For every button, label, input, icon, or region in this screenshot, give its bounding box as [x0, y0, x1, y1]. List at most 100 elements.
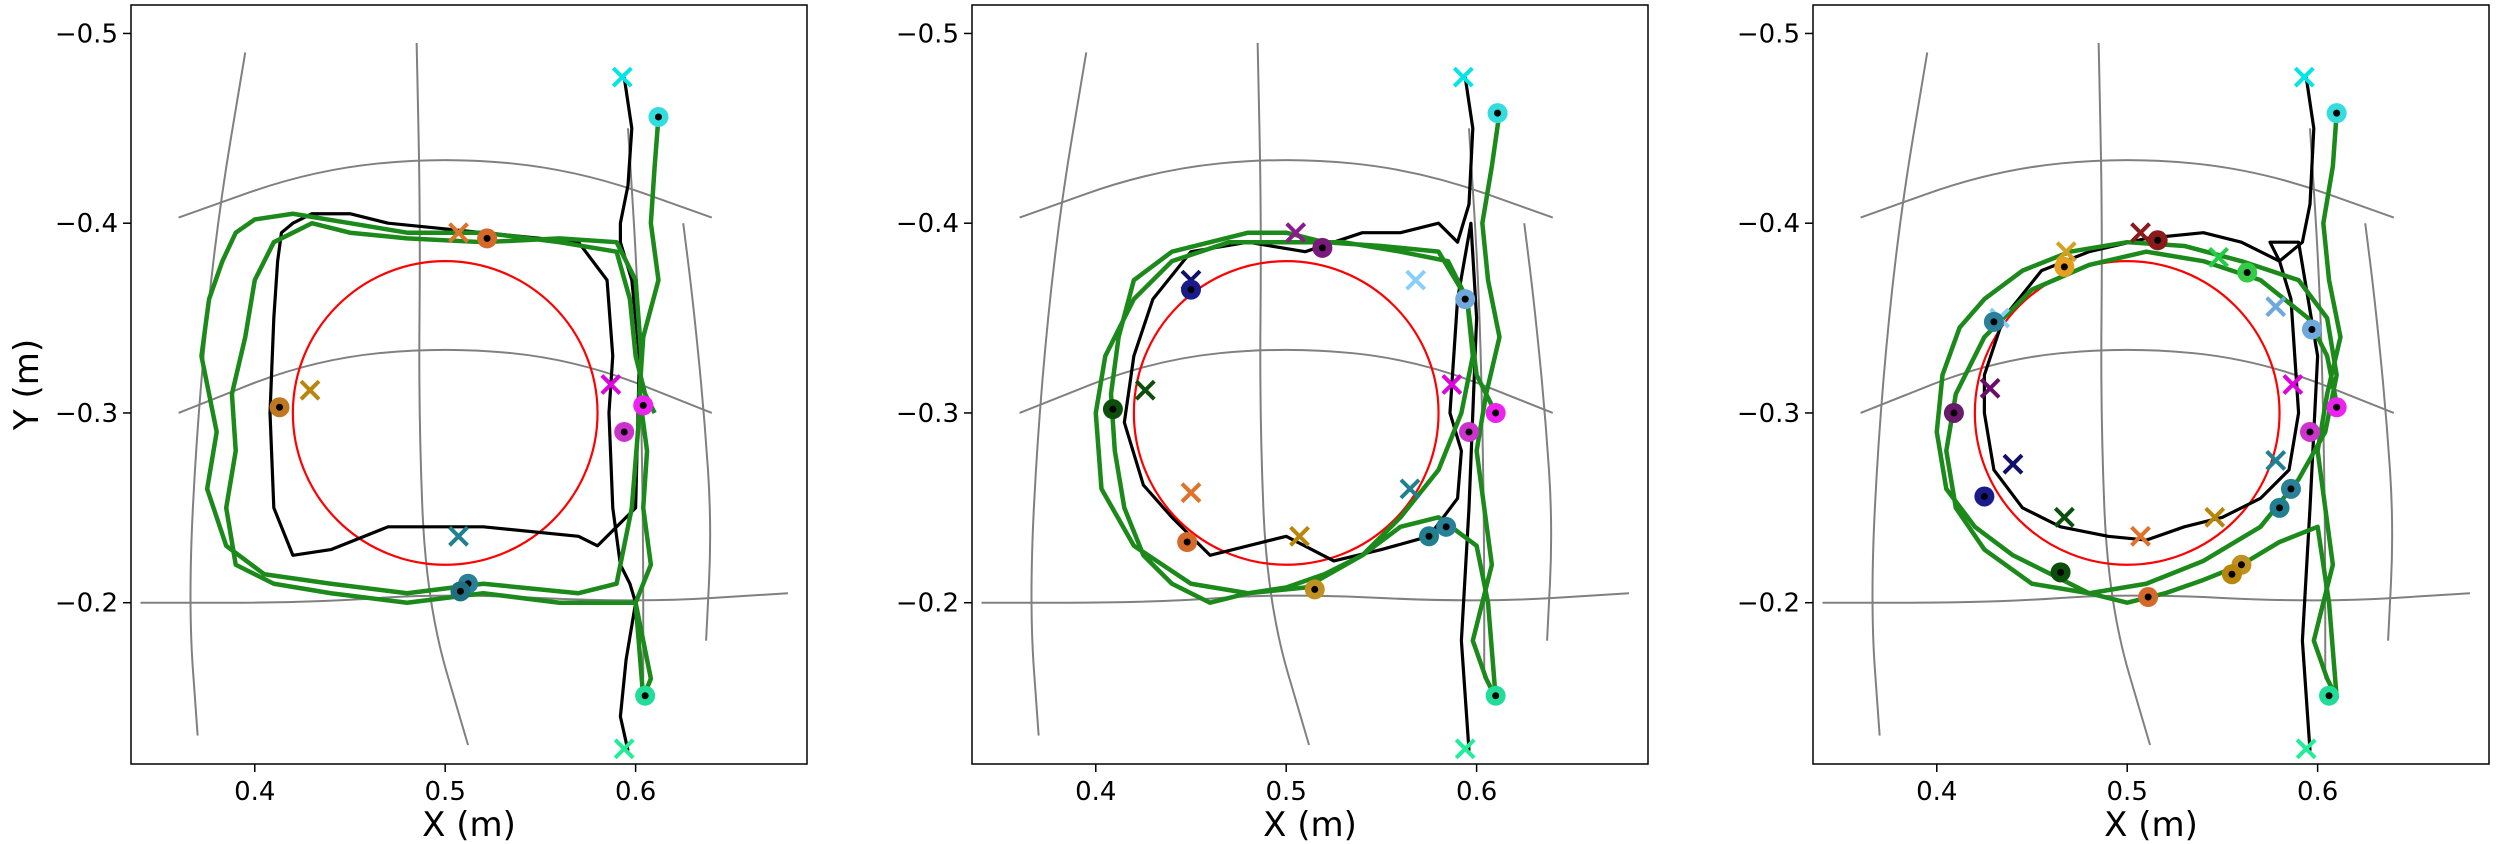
waypoint-dot-marker — [2300, 421, 2321, 442]
waypoint-dot-marker — [2050, 562, 2071, 583]
y-tick-label: −0.2 — [1737, 589, 1800, 619]
waypoint-dot-marker — [1983, 311, 2004, 332]
waypoint-x-marker — [2130, 222, 2151, 244]
workspace-grid-curve — [415, 42, 470, 746]
waypoint-x-marker — [2282, 374, 2304, 395]
workspace-grid-curve — [1019, 159, 1554, 219]
waypoint-dot-marker — [614, 421, 635, 442]
trajectory-green — [1093, 112, 1502, 700]
waypoint-dot-marker — [1455, 289, 1476, 310]
workspace-grid-curve — [2309, 128, 2327, 679]
waypoint-dot-marker — [633, 395, 654, 416]
waypoint-x-marker — [2295, 738, 2317, 760]
workspace-grid-curve — [1871, 52, 1929, 736]
reference-circle — [291, 260, 599, 566]
x-tick-label: 0.5 — [2107, 777, 2148, 807]
waypoint-dot-marker — [2147, 230, 2168, 251]
waypoint-dot-marker — [2301, 319, 2322, 340]
waypoint-x-marker — [2055, 241, 2077, 263]
waypoint-dot-marker — [1312, 237, 1333, 258]
workspace-grid-curve — [178, 159, 713, 219]
waypoint-dot-marker — [2319, 685, 2340, 706]
waypoint-dot-marker — [2326, 397, 2347, 418]
x-tick-label: 0.6 — [2297, 777, 2338, 807]
x-tick-label: 0.4 — [1916, 777, 1957, 807]
workspace-grid-curve — [1822, 592, 2471, 604]
trajectory-green — [199, 116, 661, 700]
waypoint-x-marker — [1180, 482, 1202, 504]
waypoint-dot-marker — [2269, 497, 2290, 518]
y-tick-label: −0.3 — [55, 399, 118, 429]
y-tick-label: −0.2 — [55, 589, 118, 619]
waypoint-x-marker — [2293, 66, 2315, 88]
trajectory-black — [1122, 76, 1479, 751]
waypoint-dot-marker — [1180, 279, 1201, 300]
workspace-grid-curve — [1860, 348, 2395, 414]
workspace-grid-curve — [1256, 42, 1311, 746]
y-tick-label: −0.5 — [55, 19, 118, 49]
waypoint-x-marker — [1979, 377, 2001, 399]
waypoint-dot-marker — [2280, 478, 2301, 499]
panel-3: 0.4 0.5 0.6 −0.5 −0.4 −0.3 −0.2 X (m) — [1737, 4, 2490, 844]
x-tick-label: 0.4 — [1075, 777, 1116, 807]
waypoint-dot-marker — [648, 106, 669, 127]
workspace-grid-curve — [2097, 42, 2152, 746]
x-tick-label: 0.4 — [234, 777, 275, 807]
waypoint-dot-marker — [477, 228, 498, 249]
axes-frame — [130, 4, 808, 765]
trajectory-black — [1982, 76, 2320, 751]
waypoint-x-marker — [1405, 269, 1427, 291]
workspace-grid-curve — [2364, 223, 2394, 641]
workspace-grid-curve — [178, 348, 713, 414]
waypoint-x-marker — [1134, 379, 1156, 401]
workspace-grid-curve — [1019, 348, 1554, 414]
waypoint-x-marker — [2265, 449, 2287, 471]
waypoint-x-marker — [2053, 506, 2075, 528]
waypoint-x-marker — [613, 738, 635, 760]
x-axis-title: X (m) — [2104, 805, 2198, 844]
workspace-grid-curve — [1523, 223, 1553, 641]
waypoint-x-marker — [2208, 246, 2230, 268]
waypoint-dot-marker — [269, 397, 290, 418]
waypoint-dot-marker — [1419, 526, 1440, 547]
waypoint-x-marker — [299, 379, 321, 401]
y-tick-label: −0.5 — [1737, 19, 1800, 49]
waypoint-dot-marker — [2221, 564, 2242, 585]
workspace-grid-curve — [1468, 128, 1486, 679]
waypoint-dot-marker — [1436, 516, 1457, 537]
waypoint-dot-marker — [1485, 685, 1506, 706]
reference-circle — [1132, 260, 1440, 566]
y-tick-label: −0.4 — [55, 209, 118, 239]
x-tick-label: 0.6 — [1456, 777, 1497, 807]
waypoint-dot-marker — [1487, 103, 1508, 124]
workspace-grid-curve — [189, 52, 247, 736]
y-tick-label: −0.3 — [896, 399, 959, 429]
waypoint-x-marker — [1289, 525, 1310, 547]
y-tick-label: −0.5 — [896, 19, 959, 49]
workspace-grid-curve — [140, 592, 789, 604]
waypoint-dot-marker — [1943, 402, 1964, 423]
waypoint-x-marker — [448, 222, 469, 244]
workspace-grid-curve — [682, 223, 712, 641]
waypoint-dot-marker — [1459, 421, 1480, 442]
waypoint-x-marker — [2265, 296, 2287, 318]
waypoint-x-marker — [1441, 374, 1463, 395]
waypoint-x-marker — [1399, 478, 1421, 500]
waypoint-x-marker — [2204, 506, 2226, 528]
workspace-grid-curve — [1860, 159, 2395, 219]
panel-2: 0.4 0.5 0.6 −0.5 −0.4 −0.3 −0.2 X (m) — [896, 4, 1649, 844]
waypoint-x-marker — [600, 374, 622, 395]
axes-frame — [1812, 4, 2490, 765]
workspace-grid-curve — [981, 592, 1630, 604]
x-tick-label: 0.6 — [615, 777, 656, 807]
waypoint-dot-marker — [2138, 587, 2159, 608]
waypoint-dot-marker — [635, 685, 656, 706]
waypoint-dot-marker — [450, 581, 471, 602]
panel-1: 0.4 0.5 0.6 −0.5 −0.4 −0.3 −0.2 X (m) Y (m) — [7, 4, 808, 844]
waypoint-x-marker — [611, 66, 633, 88]
waypoint-x-marker — [1285, 222, 1307, 244]
waypoint-dot-marker — [1485, 402, 1506, 423]
reference-circle — [1973, 260, 2281, 566]
y-tick-label: −0.4 — [896, 209, 959, 239]
